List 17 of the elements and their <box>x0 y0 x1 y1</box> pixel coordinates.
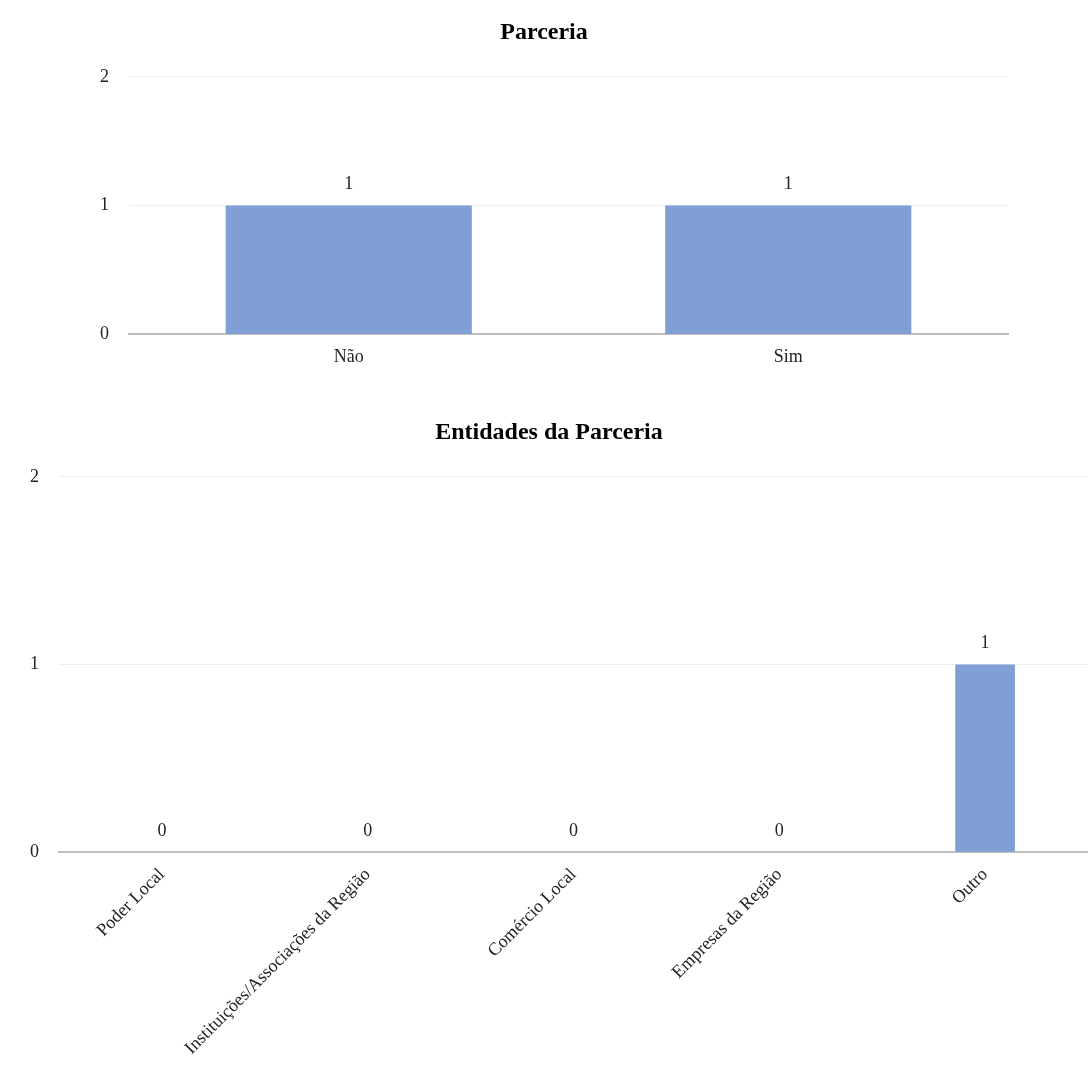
y-tick-label: 1 <box>100 194 109 215</box>
y-tick-label: 0 <box>100 323 109 344</box>
y-tick-label: 0 <box>30 840 39 861</box>
y-tick-label: 2 <box>100 65 109 86</box>
data-label: 0 <box>157 819 167 840</box>
y-tick-label: 2 <box>30 465 39 486</box>
data-label: 0 <box>569 819 578 840</box>
data-label: 0 <box>363 819 373 840</box>
y-tick-label: 1 <box>30 653 39 674</box>
data-label: 0 <box>774 819 784 840</box>
data-label: 1 <box>344 173 354 194</box>
x-tick-label: Não <box>333 345 364 366</box>
x-tick-label: Sim <box>773 345 803 366</box>
chart-title: Entidades da Parceria <box>435 417 663 444</box>
chart-title: Parceria <box>500 17 588 44</box>
data-label: 1 <box>980 632 990 653</box>
data-label: 1 <box>783 173 793 194</box>
